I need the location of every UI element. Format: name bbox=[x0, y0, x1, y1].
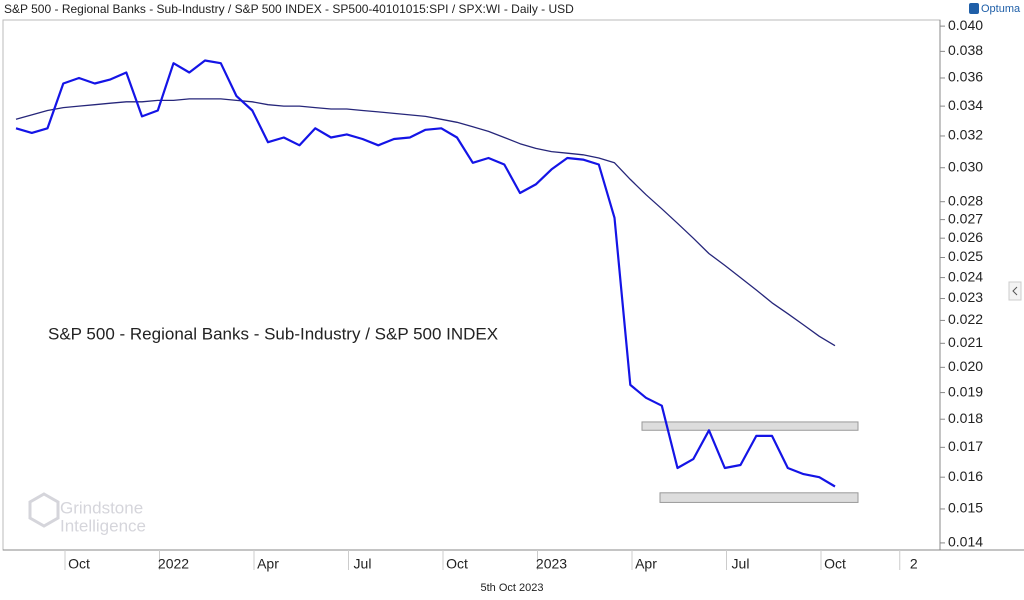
x-tick-label: 2022 bbox=[158, 556, 189, 572]
y-tick-label: 0.024 bbox=[948, 268, 983, 284]
brand-logo bbox=[969, 3, 979, 14]
annotation: S&P 500 - Regional Banks - Sub-Industry … bbox=[48, 324, 498, 343]
y-tick-label: 0.020 bbox=[948, 358, 983, 374]
y-tick-label: 0.027 bbox=[948, 210, 983, 226]
brand: Optuma bbox=[981, 3, 1021, 15]
y-tick-label: 0.017 bbox=[948, 438, 983, 454]
y-tick-label: 0.016 bbox=[948, 468, 983, 484]
series-line bbox=[15, 59, 836, 488]
y-tick-label: 0.034 bbox=[948, 97, 983, 113]
y-tick-label: 0.028 bbox=[948, 192, 983, 208]
range-box bbox=[659, 492, 859, 503]
y-tick-label: 0.015 bbox=[948, 500, 983, 516]
y-tick-label: 0.014 bbox=[948, 534, 983, 550]
watermark-text: Intelligence bbox=[60, 516, 146, 535]
range-box bbox=[641, 421, 859, 431]
y-tick-label: 0.022 bbox=[948, 311, 983, 327]
collapse-button-icon[interactable] bbox=[1012, 286, 1018, 296]
y-tick-label: 0.026 bbox=[948, 229, 983, 245]
x-tick-label: Oct bbox=[446, 556, 468, 572]
y-tick-label: 0.036 bbox=[948, 69, 983, 85]
y-tick-label: 0.030 bbox=[948, 158, 983, 174]
y-tick-label: 0.021 bbox=[948, 334, 983, 350]
y-tick-label: 0.019 bbox=[948, 383, 983, 399]
watermark-logo bbox=[28, 492, 60, 528]
series-line bbox=[15, 98, 836, 347]
y-tick-label: 0.025 bbox=[948, 248, 983, 264]
x-tick-label: Oct bbox=[824, 556, 846, 572]
x-tick-label: 2 bbox=[910, 556, 918, 572]
date-label: 5th Oct 2023 bbox=[481, 582, 544, 594]
y-tick-label: 0.038 bbox=[948, 42, 983, 58]
x-tick-label: Apr bbox=[635, 556, 657, 572]
collapse-button-box[interactable] bbox=[1008, 281, 1022, 301]
collapse-button[interactable] bbox=[1008, 281, 1022, 301]
y-tick-label: 0.032 bbox=[948, 127, 983, 143]
watermark: Grindstone Intelligence bbox=[28, 492, 146, 535]
x-tick-label: 2023 bbox=[536, 556, 567, 572]
chart-title: S&P 500 - Regional Banks - Sub-Industry … bbox=[4, 2, 574, 16]
y-tick-label: 0.023 bbox=[948, 289, 983, 305]
watermark-text: Grindstone bbox=[60, 498, 143, 517]
y-tick-label: 0.018 bbox=[948, 410, 983, 426]
x-tick-label: Jul bbox=[732, 556, 750, 572]
x-tick-label: Oct bbox=[68, 556, 90, 572]
x-tick-label: Jul bbox=[354, 556, 372, 572]
y-tick-label: 0.040 bbox=[948, 17, 983, 33]
x-tick-label: Apr bbox=[257, 556, 279, 572]
